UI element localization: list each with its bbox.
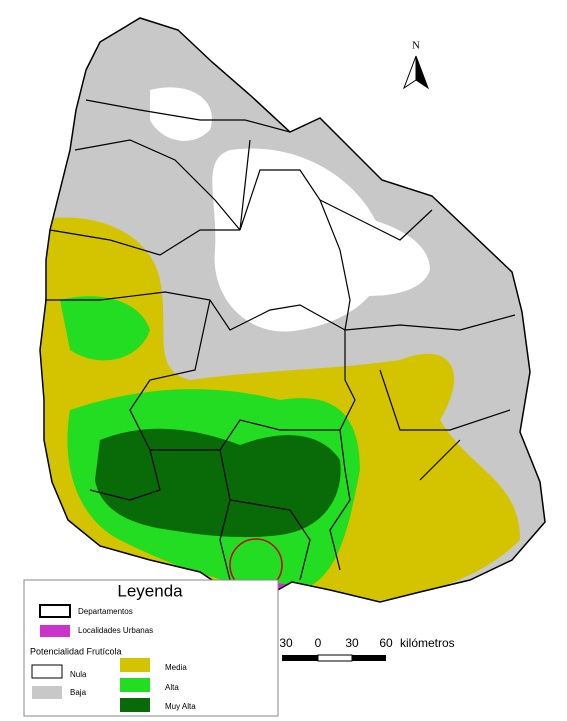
scale-bar: 30 0 30 60 kilómetros [279, 636, 455, 662]
legend-title: Leyenda [117, 581, 183, 600]
north-arrow-left [402, 55, 417, 90]
legend-box [23, 579, 279, 717]
nula-area [150, 87, 212, 141]
alta-area [60, 296, 150, 361]
legend: Leyenda Departamentos Localidades Urbana… [23, 579, 279, 717]
north-arrow: N [402, 40, 430, 90]
legend-label: Localidades Urbanas [78, 626, 153, 635]
legend-label: Nula [70, 670, 87, 679]
legend-swatch [32, 686, 62, 699]
scale-label: 30 [345, 636, 359, 650]
scale-segment [317, 654, 353, 662]
scale-segment [282, 655, 318, 661]
scale-label: 30 [279, 636, 293, 650]
legend-swatch [39, 604, 71, 618]
land-cover [40, 18, 545, 602]
legend-swatch [120, 658, 150, 672]
department-borders [45, 99, 516, 581]
legend-label: Baja [70, 688, 87, 697]
scale-label: 0 [315, 636, 322, 650]
scale-unit: kilómetros [400, 636, 455, 650]
north-arrow-right [415, 55, 430, 90]
legend-swatch [31, 664, 63, 679]
north-label: N [412, 40, 420, 52]
legend-swatch [120, 678, 150, 692]
legend-swatch [40, 625, 70, 637]
legend-swatch [120, 698, 150, 712]
legend-label: Media [165, 663, 187, 672]
muy-alta-area [95, 428, 341, 538]
scale-label: 60 [379, 636, 393, 650]
scale-segment [352, 655, 386, 661]
legend-label: Muy Alta [165, 702, 196, 711]
legend-label: Alta [165, 683, 179, 692]
legend-subtitle: Potencialidad Frutícola [30, 646, 122, 656]
legend-label: Departamentos [78, 607, 133, 616]
